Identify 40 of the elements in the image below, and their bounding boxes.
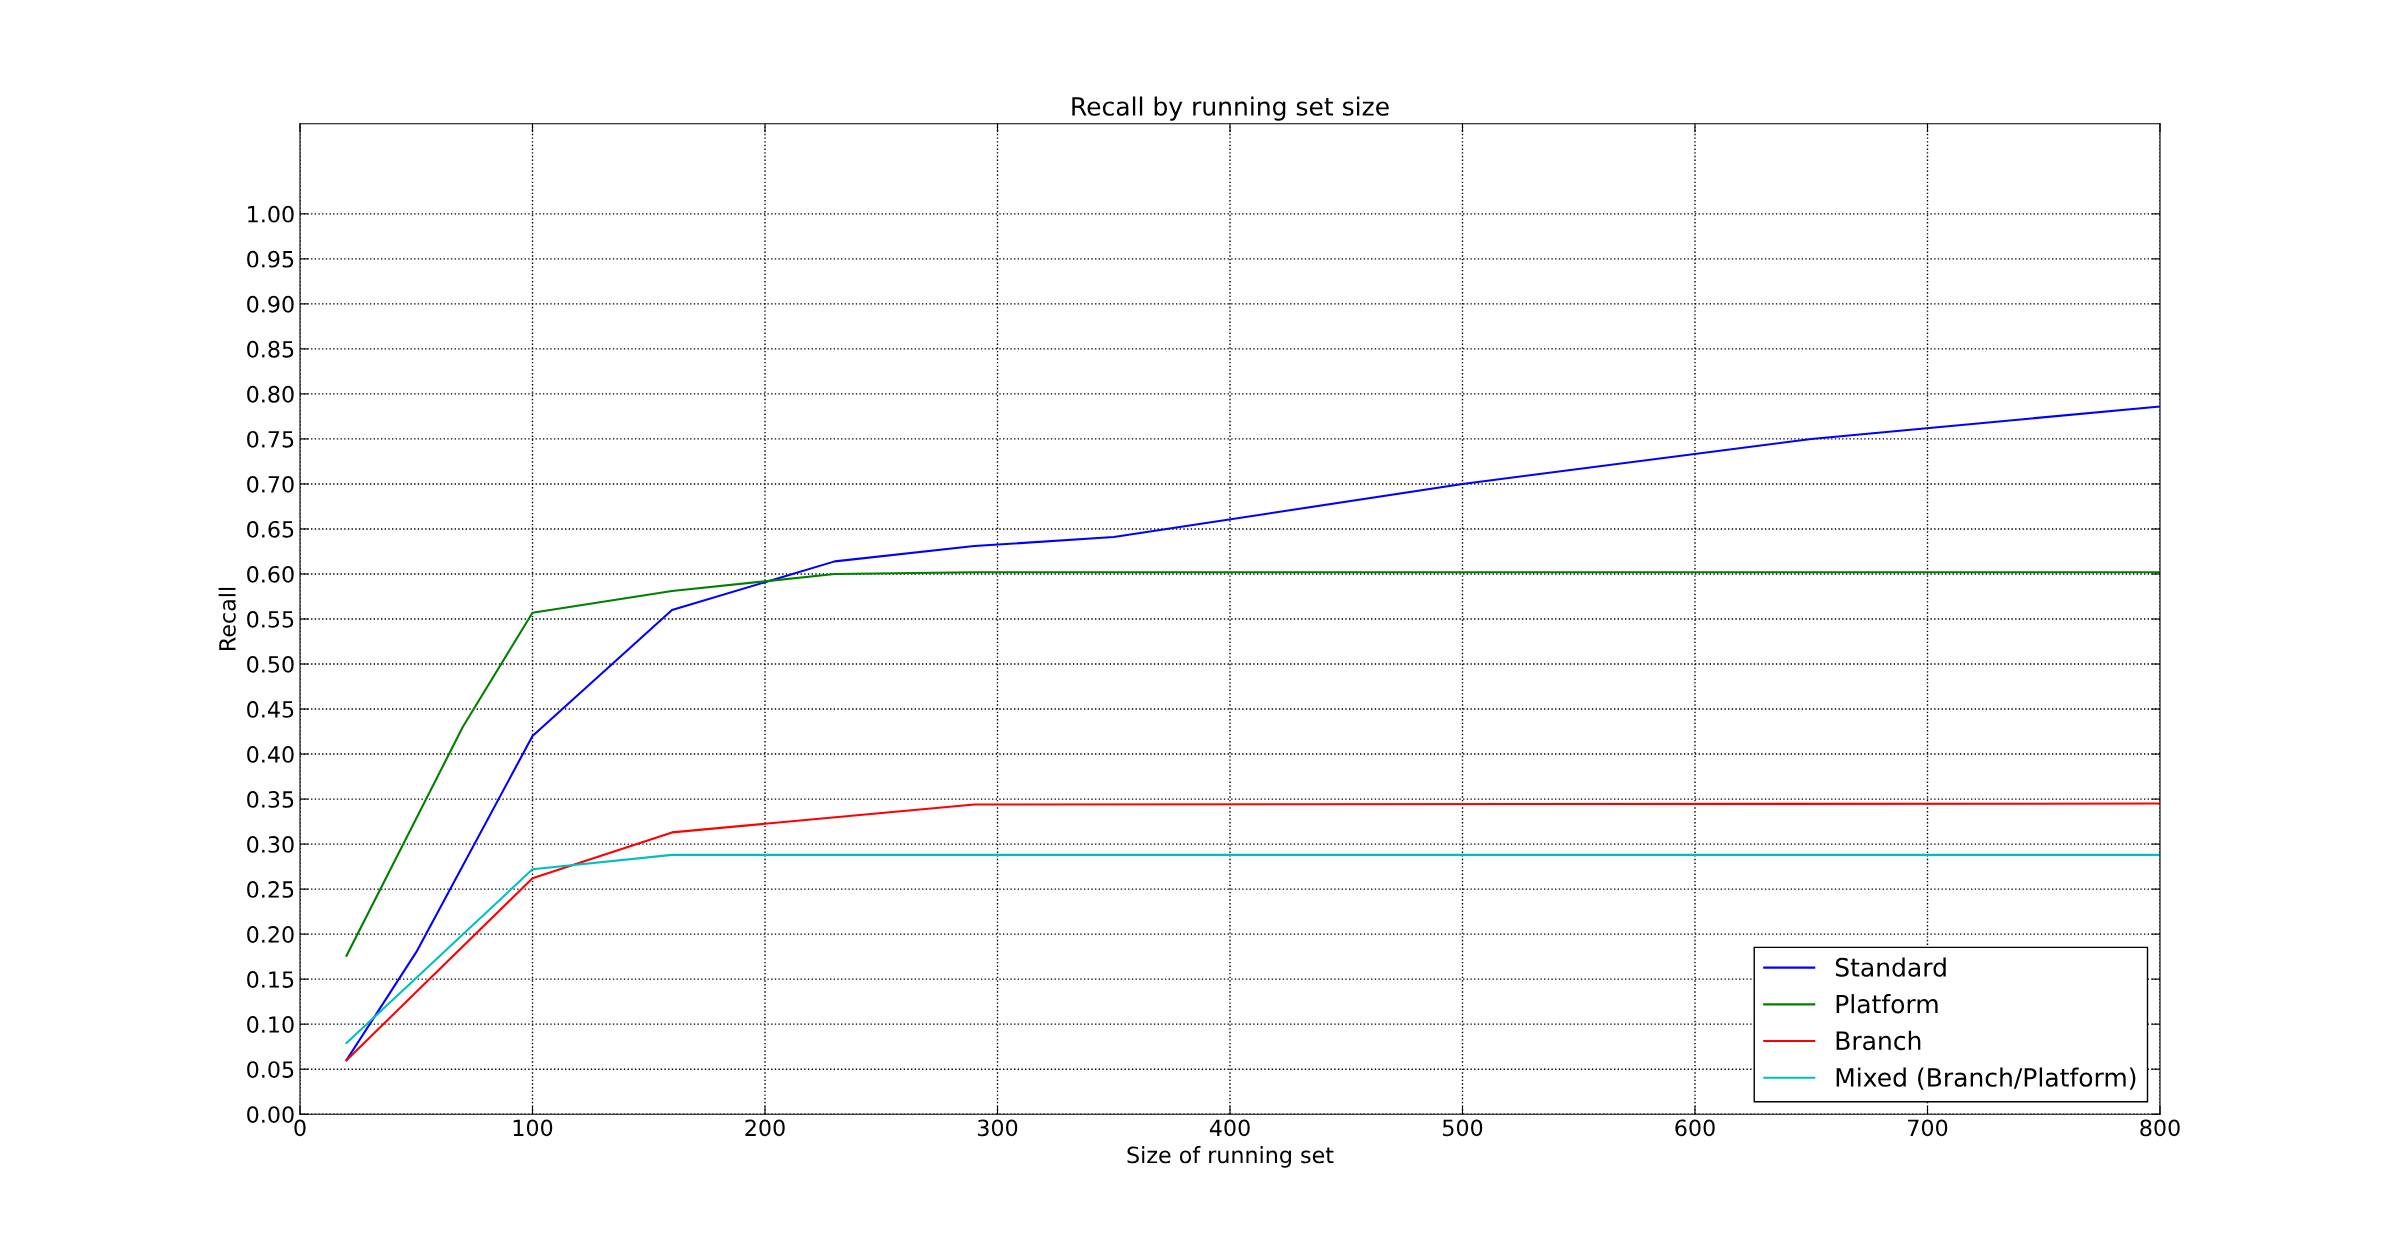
y-tick-label: 0.30 xyxy=(247,836,294,853)
line-series xyxy=(345,405,2160,1062)
y-tick-label: 0.55 xyxy=(247,610,294,628)
y-tick-label: 0.05 xyxy=(247,1061,294,1078)
x-tick-label: 0 xyxy=(294,1119,306,1137)
y-tick-label: 0.65 xyxy=(247,520,294,538)
legend-label: Standard xyxy=(1835,957,1946,977)
y-tick-label: 0.80 xyxy=(247,385,294,403)
y-tick-label: 0.25 xyxy=(247,881,294,898)
x-tick-label: 400 xyxy=(1209,1119,1250,1137)
y-tick-label: 0.15 xyxy=(247,971,294,988)
y-tick-label: 0.20 xyxy=(247,926,294,943)
y-tick-label: 0.60 xyxy=(247,565,294,583)
y-tick-label: 0.45 xyxy=(247,700,294,718)
x-tick-label: 100 xyxy=(513,1119,553,1137)
x-tick-label: 800 xyxy=(2140,1119,2180,1137)
x-tick-label: 200 xyxy=(745,1119,785,1137)
x-tick-label: 700 xyxy=(1908,1119,1948,1137)
y-axis-title: Recall xyxy=(218,587,236,650)
x-tick-label: 300 xyxy=(977,1119,1018,1137)
x-tick-label: 500 xyxy=(1443,1119,1483,1137)
legend-label: Mixed (Branch/Platform) xyxy=(1836,1067,2136,1090)
y-tick-label: 0.00 xyxy=(247,1106,294,1123)
x-axis-title: Size of running set xyxy=(1127,1146,1334,1168)
line-series xyxy=(345,802,2160,1062)
line-series xyxy=(345,571,2160,957)
y-tick-label: 0.95 xyxy=(247,250,294,268)
legend-label: Branch xyxy=(1836,1030,1921,1051)
y-tick-label: 1.00 xyxy=(248,205,294,223)
y-tick-label: 0.90 xyxy=(247,295,294,313)
legend-label: Platform xyxy=(1836,994,1938,1014)
x-tick-label: 600 xyxy=(1675,1119,1715,1137)
y-tick-label: 0.75 xyxy=(247,430,294,448)
y-tick-label: 0.40 xyxy=(247,746,294,763)
y-tick-label: 0.85 xyxy=(247,340,294,358)
y-tick-label: 0.70 xyxy=(247,475,294,493)
y-tick-label: 0.50 xyxy=(247,655,294,673)
y-tick-label: 0.35 xyxy=(247,791,294,808)
y-tick-label: 0.10 xyxy=(247,1016,294,1033)
chart-title: Recall by running set size xyxy=(1072,96,1389,121)
